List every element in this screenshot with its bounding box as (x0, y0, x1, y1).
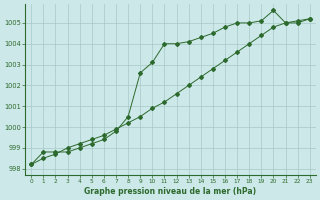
X-axis label: Graphe pression niveau de la mer (hPa): Graphe pression niveau de la mer (hPa) (84, 187, 257, 196)
